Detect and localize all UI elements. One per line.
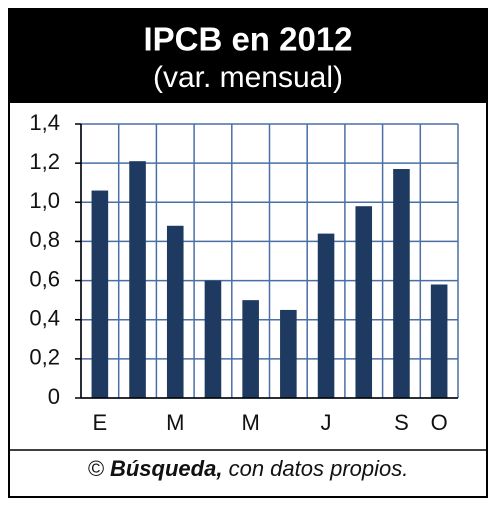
bar	[393, 169, 410, 398]
bar	[129, 161, 146, 398]
x-tick-label: O	[431, 410, 448, 435]
chart-subtitle: (var. mensual)	[153, 61, 343, 94]
bar	[355, 206, 373, 398]
x-tick-label: M	[241, 410, 259, 435]
y-tick-label: 1,2	[29, 149, 60, 174]
y-tick-label: 0,4	[29, 306, 60, 331]
bar	[242, 300, 259, 398]
bar	[166, 225, 184, 398]
bar	[280, 309, 297, 398]
x-tick-label: S	[394, 410, 409, 435]
x-tick-label: M	[166, 410, 184, 435]
bar	[317, 233, 335, 398]
y-tick-label: 0,8	[29, 227, 60, 252]
bar	[204, 280, 222, 398]
x-tick-label: E	[93, 410, 108, 435]
title-band	[10, 10, 486, 103]
y-tick-label: 0,2	[29, 345, 60, 370]
y-tick-label: 0	[48, 384, 60, 409]
bar	[430, 284, 448, 398]
source-name: Búsqueda,	[110, 456, 222, 481]
x-tick-label: J	[321, 410, 332, 435]
y-tick-label: 0,6	[29, 266, 60, 291]
y-tick-label: 1,0	[29, 188, 60, 213]
chart-title: IPCB en 2012	[143, 21, 352, 58]
source-text: con datos propios.	[229, 456, 409, 481]
source: © Búsqueda, con datos propios.	[88, 456, 409, 481]
source-symbol: ©	[88, 456, 105, 481]
bar	[91, 190, 109, 398]
y-tick-label: 1,4	[29, 110, 60, 135]
